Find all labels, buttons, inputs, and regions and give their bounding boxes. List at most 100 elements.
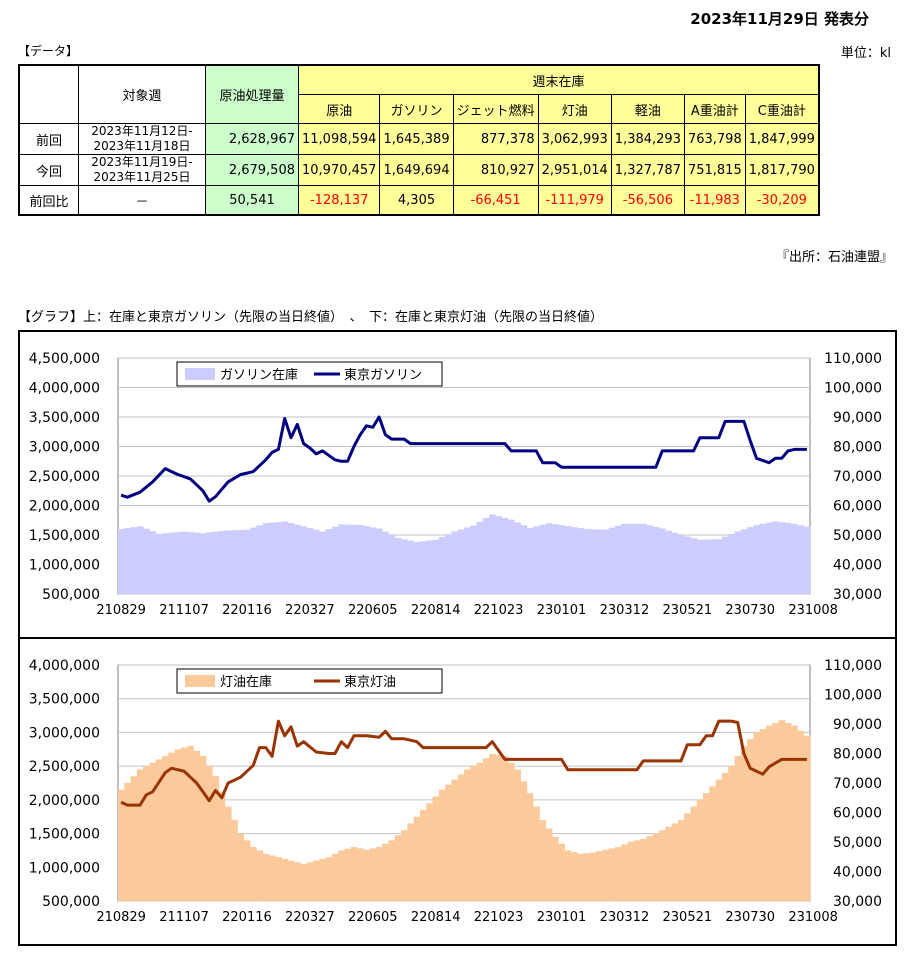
bar	[363, 849, 370, 901]
bar	[627, 841, 635, 901]
bar	[149, 762, 157, 901]
bar	[250, 527, 257, 594]
bar	[633, 840, 641, 901]
bar	[715, 779, 723, 901]
bar	[709, 539, 716, 594]
bar	[319, 858, 326, 901]
bar	[124, 783, 131, 901]
bar	[162, 533, 169, 594]
bar	[797, 525, 805, 594]
bar	[778, 720, 786, 901]
bar	[394, 537, 402, 594]
bar	[394, 835, 402, 901]
bar	[268, 522, 276, 594]
price-line	[120, 415, 807, 503]
x-tick-label: 230521	[663, 603, 713, 618]
bar	[306, 527, 314, 594]
bar	[671, 532, 679, 594]
x-tick-label: 220814	[411, 603, 461, 618]
bar	[614, 847, 622, 901]
bar	[243, 529, 251, 594]
bar	[734, 756, 742, 901]
bar	[526, 793, 534, 901]
y-right-tick-label: 80,000	[833, 440, 882, 456]
x-tick-label: 221023	[474, 603, 524, 618]
bar	[514, 522, 521, 594]
inventory-diff: -30,209	[744, 185, 820, 216]
bar	[199, 756, 207, 901]
bar	[470, 525, 477, 594]
kerosene-chart: 500,000 1,000,000 1,500,000 2,000,000 2,500,…	[29, 658, 882, 925]
bar	[526, 527, 534, 594]
bar	[508, 519, 515, 594]
bar	[772, 521, 779, 594]
y-right-tick-label: 90,000	[833, 410, 882, 426]
bar	[206, 532, 213, 594]
column-header: A重油計	[683, 94, 746, 124]
bar	[759, 523, 767, 594]
y-right-tick-label: 80,000	[833, 747, 882, 763]
y-right-tick-label: 40,000	[833, 558, 882, 574]
table-corner	[18, 64, 79, 124]
bar	[577, 528, 584, 594]
y-right-tick-label: 100,000	[824, 381, 882, 397]
bar	[250, 847, 257, 901]
bar	[174, 532, 182, 594]
bar	[614, 525, 622, 594]
bar	[608, 848, 616, 901]
bar	[143, 528, 150, 594]
bar	[338, 850, 345, 901]
bar	[570, 527, 578, 594]
bar	[596, 851, 603, 901]
bar	[765, 725, 773, 901]
bar	[306, 862, 314, 901]
table-row-current: 今回 2023年11月19日- 2023年11月25日 2,679,508 10,…	[18, 154, 820, 186]
bar	[262, 523, 270, 594]
bar	[231, 820, 238, 901]
bar	[570, 852, 578, 901]
bar	[294, 524, 301, 594]
graph-title: 【グラフ】上：在庫と東京ガソリン（先限の当日終値） 、 下：在庫と東京灯油（先限…	[18, 310, 604, 325]
legend-box	[176, 361, 443, 387]
bar	[224, 806, 232, 901]
bar	[476, 521, 484, 594]
x-tick-label: 230101	[537, 910, 587, 925]
gasoline-chart: 500,000 1,000,000 1,500,000 2,000,000 2,500,…	[29, 351, 882, 618]
week-range: －	[78, 185, 206, 216]
bar	[187, 532, 194, 594]
source-note: 『出所：石油連盟』	[775, 250, 893, 265]
bar	[344, 848, 352, 901]
bar	[539, 524, 547, 594]
y-right-tick-label: 100,000	[824, 688, 882, 704]
bar	[602, 849, 609, 901]
bar	[476, 762, 484, 901]
week-start: 2023年11月12日-	[91, 124, 193, 138]
bar	[369, 848, 377, 901]
data-section-label: 【データ】	[18, 44, 79, 58]
bar	[482, 518, 490, 594]
bar	[696, 539, 704, 594]
bar	[709, 786, 716, 901]
bar	[728, 766, 735, 901]
x-tick-label: 230312	[600, 603, 650, 618]
bar	[313, 860, 320, 901]
bar	[281, 858, 289, 901]
bar	[432, 796, 440, 901]
bar	[797, 730, 805, 901]
bar	[501, 517, 509, 594]
bar	[118, 789, 125, 901]
inventory-diff: -11,983	[683, 185, 746, 216]
x-tick-label: 231008	[788, 603, 838, 618]
bar	[552, 836, 559, 901]
inventory-diff: 4,305	[379, 185, 454, 216]
price-line	[120, 719, 807, 807]
bar	[331, 853, 339, 901]
bar	[665, 826, 672, 901]
bar	[545, 828, 553, 901]
bar	[464, 527, 471, 594]
bar	[514, 769, 521, 901]
bar	[489, 754, 496, 901]
x-tick-label: 230101	[537, 603, 587, 618]
x-tick-label: 230730	[725, 910, 775, 925]
y-right-tick-label: 30,000	[833, 894, 882, 910]
